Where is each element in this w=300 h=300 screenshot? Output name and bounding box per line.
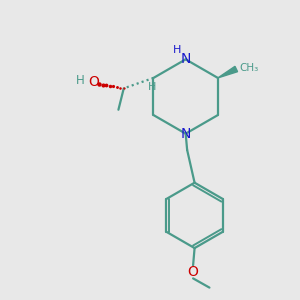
Text: CH₃: CH₃: [240, 63, 259, 73]
Text: N: N: [181, 127, 191, 141]
Text: N: N: [181, 52, 191, 66]
Text: O: O: [88, 75, 100, 89]
Text: O: O: [188, 265, 199, 279]
Text: H: H: [76, 74, 85, 87]
Text: H: H: [148, 82, 156, 92]
Text: H: H: [172, 45, 181, 56]
Polygon shape: [218, 66, 238, 78]
